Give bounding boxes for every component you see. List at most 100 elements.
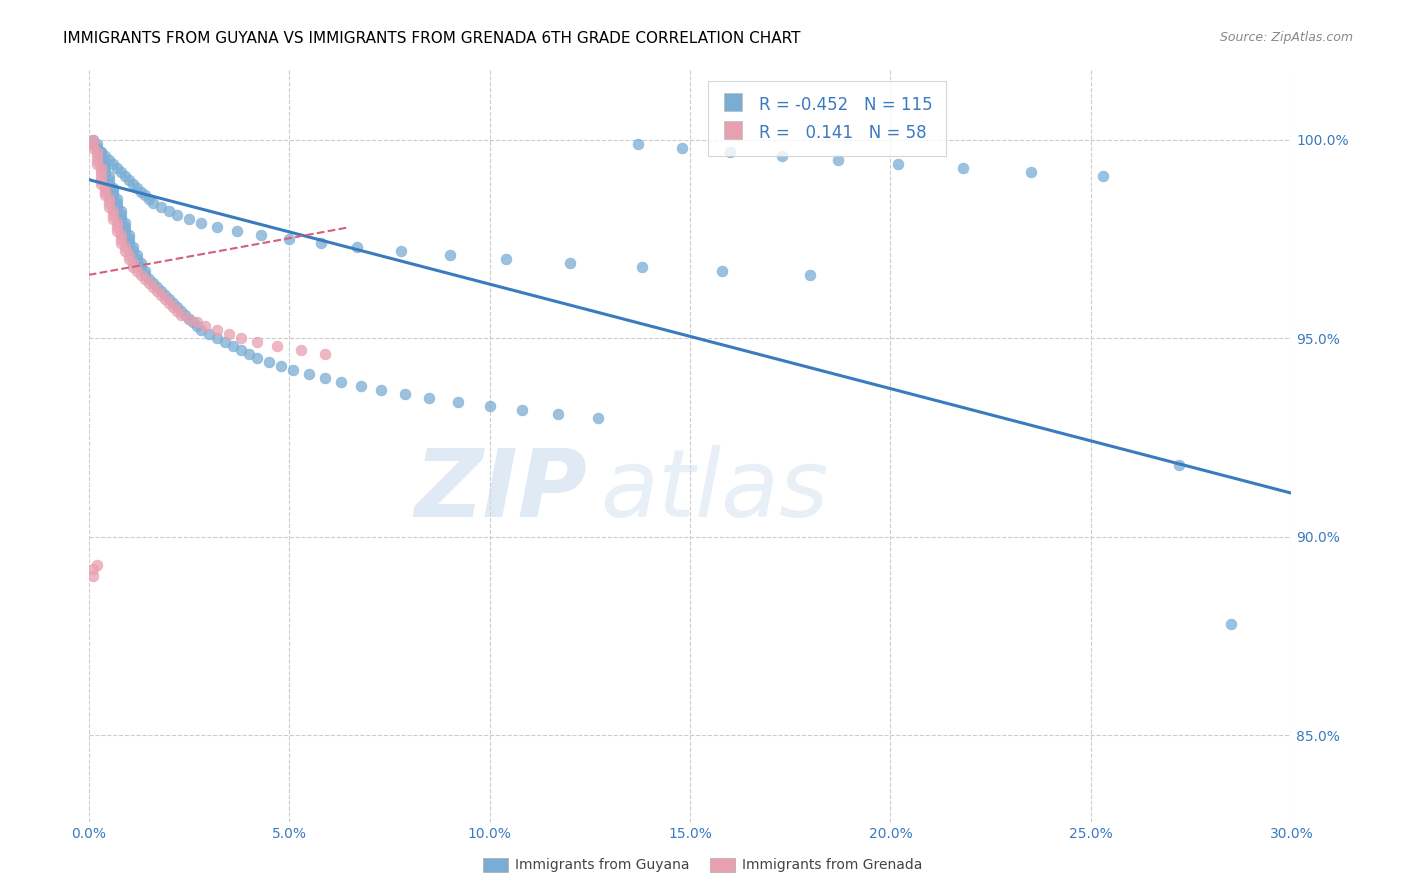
Point [86, 141, 108, 155]
Point [114, 224, 136, 238]
Point [105, 161, 128, 175]
Point [121, 244, 143, 258]
Point [146, 279, 169, 293]
Point [149, 284, 172, 298]
Point [238, 347, 260, 361]
Point [350, 379, 373, 393]
Point [1019, 164, 1042, 178]
Point [170, 308, 193, 322]
Point [110, 212, 132, 227]
Point [94, 161, 117, 175]
Point [214, 335, 236, 350]
Point [90, 172, 112, 186]
Point [90, 161, 112, 175]
Point [90, 153, 112, 167]
Point [439, 248, 461, 262]
Point [94, 157, 117, 171]
Point [129, 268, 152, 282]
Point [118, 228, 141, 243]
Point [166, 208, 188, 222]
Point [290, 343, 312, 358]
Point [134, 268, 156, 282]
Text: IMMIGRANTS FROM GUYANA VS IMMIGRANTS FROM GRENADA 6TH GRADE CORRELATION CHART: IMMIGRANTS FROM GUYANA VS IMMIGRANTS FRO… [63, 31, 801, 46]
Point [86, 149, 108, 163]
Point [90, 164, 112, 178]
Point [94, 185, 117, 199]
Point [90, 177, 112, 191]
Point [86, 157, 108, 171]
Point [631, 260, 654, 274]
Point [82, 141, 104, 155]
Point [174, 308, 197, 322]
Point [97, 177, 120, 191]
Point [887, 157, 910, 171]
Point [205, 220, 228, 235]
Point [558, 256, 581, 270]
Point [101, 185, 124, 199]
Text: atlas: atlas [600, 445, 828, 536]
Point [110, 236, 132, 251]
Point [153, 292, 176, 306]
Point [246, 335, 269, 350]
Point [110, 204, 132, 219]
Point [101, 188, 124, 202]
Point [205, 331, 228, 345]
Point [799, 268, 821, 282]
Point [153, 287, 176, 301]
Point [309, 236, 332, 251]
Point [114, 240, 136, 254]
Point [114, 169, 136, 183]
Point [105, 196, 128, 211]
Point [270, 359, 292, 373]
Point [82, 133, 104, 147]
Point [718, 145, 741, 159]
Point [97, 169, 120, 183]
Point [627, 136, 650, 151]
Point [446, 394, 468, 409]
Point [149, 287, 172, 301]
Text: Source: ZipAtlas.com: Source: ZipAtlas.com [1219, 31, 1353, 45]
Point [125, 180, 148, 194]
Point [142, 279, 165, 293]
Point [222, 339, 245, 353]
Point [101, 180, 124, 194]
Point [346, 240, 368, 254]
Point [198, 327, 221, 342]
Point [97, 201, 120, 215]
Point [121, 177, 143, 191]
Point [1220, 617, 1243, 632]
Point [827, 153, 849, 167]
Point [391, 244, 413, 258]
Point [82, 569, 104, 583]
Point [218, 327, 240, 342]
Point [257, 355, 280, 369]
Point [495, 252, 517, 266]
Point [90, 169, 112, 183]
Point [97, 193, 120, 207]
Point [177, 311, 200, 326]
Point [121, 240, 143, 254]
Point [90, 149, 112, 163]
Point [138, 272, 160, 286]
Point [86, 136, 108, 151]
Point [114, 220, 136, 235]
Point [94, 149, 117, 163]
Point [129, 256, 152, 270]
Point [114, 216, 136, 230]
Point [314, 371, 336, 385]
Point [105, 224, 128, 238]
Point [266, 339, 288, 353]
Point [166, 303, 188, 318]
Point [110, 164, 132, 178]
Point [229, 331, 252, 345]
Point [370, 383, 392, 397]
Point [186, 316, 208, 330]
Point [101, 157, 124, 171]
Point [177, 212, 200, 227]
Point [82, 561, 104, 575]
Point [110, 208, 132, 222]
Point [114, 244, 136, 258]
Point [134, 188, 156, 202]
Point [1091, 169, 1114, 183]
Point [170, 303, 193, 318]
